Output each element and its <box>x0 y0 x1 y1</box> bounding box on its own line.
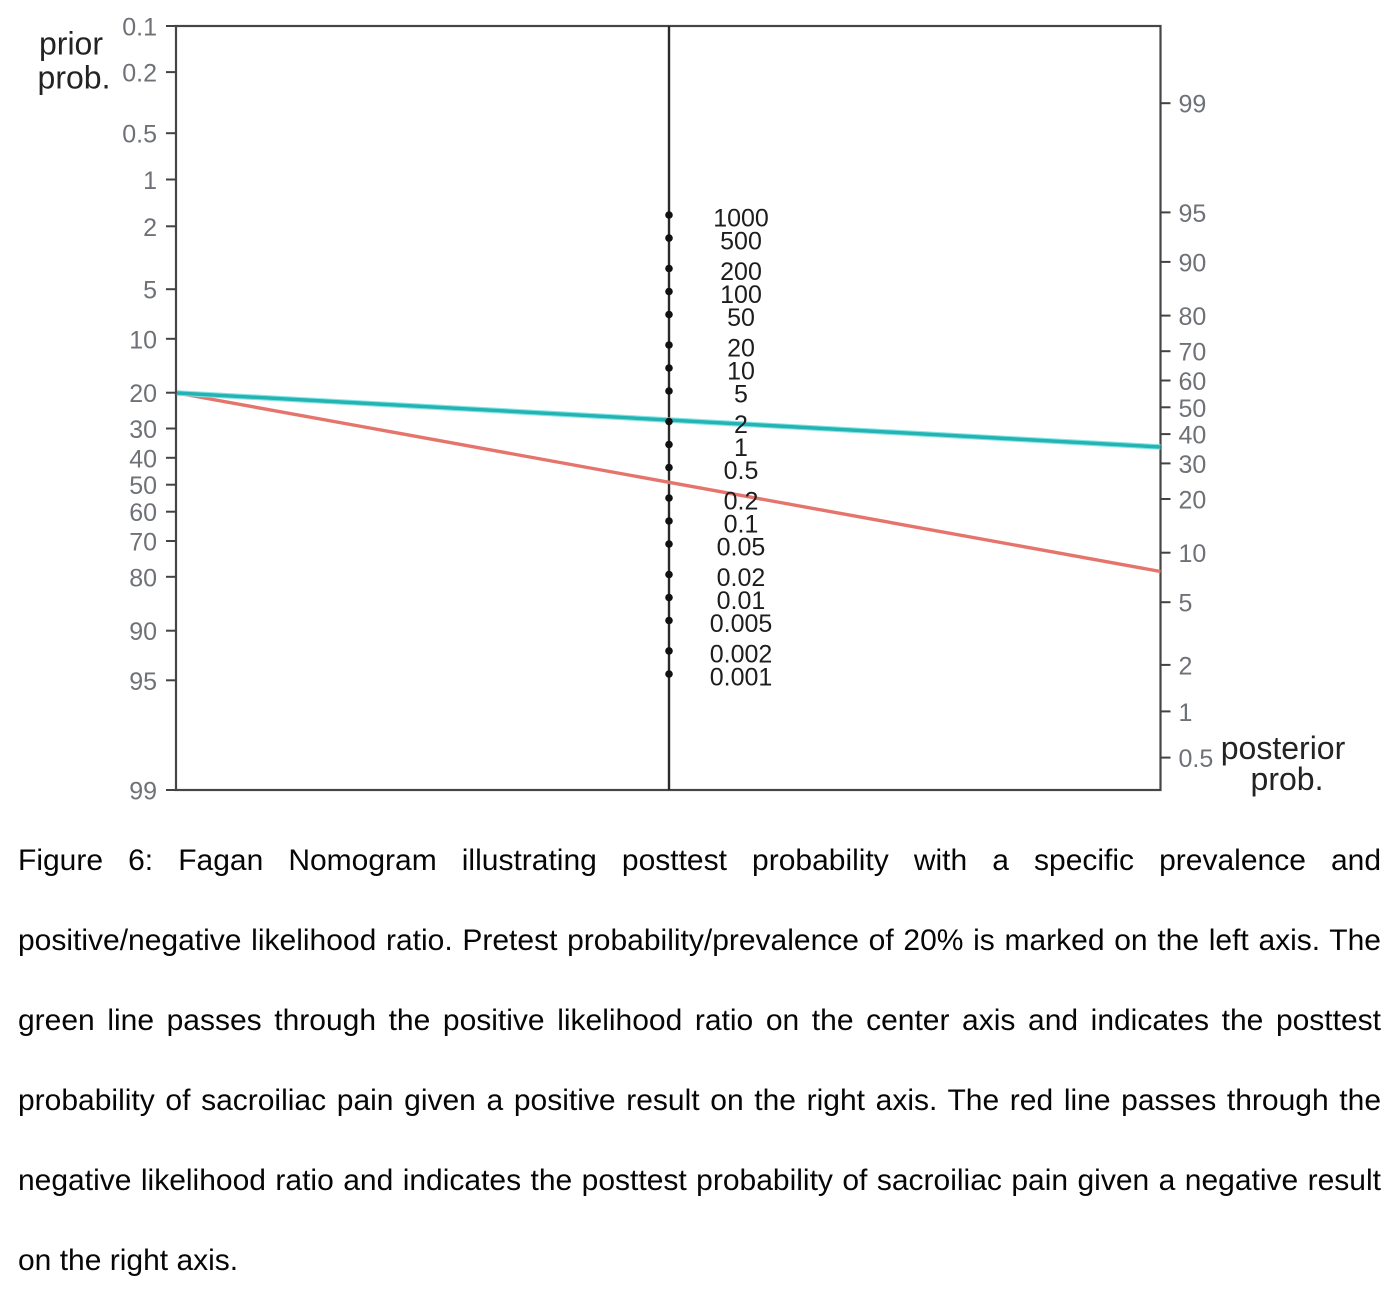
svg-text:0.001: 0.001 <box>710 664 773 692</box>
svg-text:1: 1 <box>143 167 157 195</box>
svg-text:prior: prior <box>39 26 103 62</box>
svg-text:5: 5 <box>1179 590 1193 618</box>
svg-text:20: 20 <box>727 335 755 363</box>
svg-text:10: 10 <box>129 326 157 354</box>
svg-text:1: 1 <box>734 434 748 462</box>
svg-text:0.5: 0.5 <box>1179 745 1214 773</box>
svg-text:30: 30 <box>1179 451 1207 479</box>
svg-text:10: 10 <box>727 358 755 386</box>
svg-text:1: 1 <box>1179 699 1193 727</box>
svg-text:80: 80 <box>1179 303 1207 331</box>
svg-text:30: 30 <box>129 416 157 444</box>
svg-text:90: 90 <box>1179 249 1207 277</box>
svg-text:2: 2 <box>1179 652 1193 680</box>
svg-text:prob.: prob. <box>1251 761 1324 797</box>
svg-text:5: 5 <box>143 277 157 305</box>
svg-text:50: 50 <box>1179 395 1207 423</box>
svg-text:40: 40 <box>129 445 157 473</box>
svg-text:0.005: 0.005 <box>710 610 773 638</box>
svg-text:0.5: 0.5 <box>122 121 157 149</box>
svg-text:posterior: posterior <box>1221 730 1346 766</box>
svg-text:70: 70 <box>129 529 157 557</box>
svg-text:70: 70 <box>1179 339 1207 367</box>
svg-text:20: 20 <box>1179 487 1207 515</box>
svg-text:5: 5 <box>734 381 748 409</box>
svg-text:10: 10 <box>1179 540 1207 568</box>
svg-text:0.02: 0.02 <box>717 564 766 592</box>
svg-text:95: 95 <box>129 668 157 696</box>
svg-text:0.5: 0.5 <box>724 457 759 485</box>
svg-text:prob.: prob. <box>38 60 111 96</box>
svg-text:50: 50 <box>129 472 157 500</box>
svg-text:0.2: 0.2 <box>724 488 759 516</box>
svg-text:99: 99 <box>1179 91 1207 119</box>
svg-text:0.01: 0.01 <box>717 587 766 615</box>
svg-text:90: 90 <box>129 618 157 646</box>
svg-text:0.1: 0.1 <box>724 511 759 539</box>
svg-text:200: 200 <box>720 258 762 286</box>
svg-text:500: 500 <box>720 228 762 256</box>
svg-text:1000: 1000 <box>713 205 769 233</box>
svg-text:80: 80 <box>129 564 157 592</box>
svg-text:0.002: 0.002 <box>710 640 773 668</box>
svg-text:0.2: 0.2 <box>122 60 157 88</box>
svg-text:20: 20 <box>129 380 157 408</box>
svg-text:50: 50 <box>727 304 755 332</box>
svg-text:100: 100 <box>720 281 762 309</box>
svg-text:60: 60 <box>129 499 157 527</box>
svg-text:2: 2 <box>734 411 748 439</box>
svg-text:99: 99 <box>129 778 157 806</box>
svg-text:95: 95 <box>1179 200 1207 228</box>
svg-text:60: 60 <box>1179 368 1207 396</box>
svg-text:0.05: 0.05 <box>717 534 766 562</box>
svg-text:0.1: 0.1 <box>122 14 157 42</box>
svg-text:2: 2 <box>143 214 157 242</box>
svg-text:40: 40 <box>1179 422 1207 450</box>
